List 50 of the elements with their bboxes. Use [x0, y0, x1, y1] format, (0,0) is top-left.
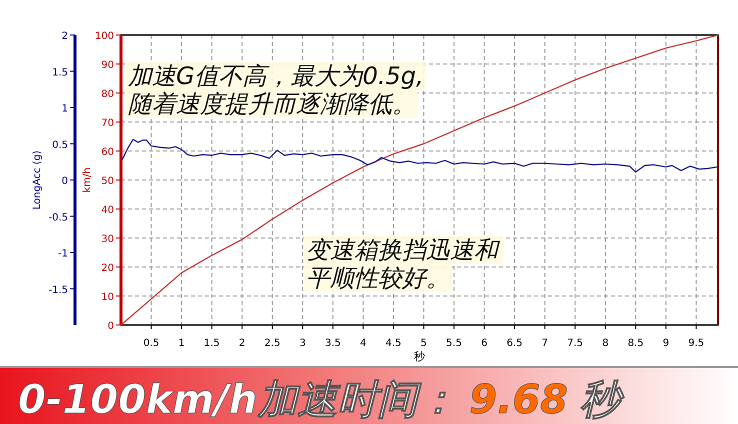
y2-axis-title: LongAcc (g) — [32, 150, 43, 210]
y2-tick-label: 1 — [62, 104, 68, 114]
y-tick-label: 0 — [108, 321, 114, 332]
y-tick-label: 60 — [101, 147, 114, 158]
x-tick-label: 9 — [662, 338, 670, 349]
x-tick-label: 6.5 — [506, 338, 523, 349]
annotation: 平顺性较好。 — [306, 264, 450, 292]
annotation: 随着速度提升而逐渐降低。 — [128, 90, 416, 118]
x-tick-label: 7.5 — [567, 338, 584, 349]
y-tick-label: 50 — [101, 176, 114, 187]
x-tick-label: 5.5 — [446, 338, 462, 349]
y-tick-label: 30 — [101, 234, 114, 245]
x-axis-title: 秒 — [414, 350, 425, 363]
y2-tick-label: -0.5 — [48, 212, 68, 224]
x-tick-label: 6 — [481, 338, 488, 349]
y-tick-label: 70 — [101, 118, 114, 129]
x-tick-label: 2 — [238, 338, 246, 349]
y2-tick-label: -1.5 — [48, 284, 68, 296]
x-tick-label: 3.5 — [324, 338, 341, 349]
x-tick-label: 4.5 — [386, 338, 402, 349]
y2-tick-label: 1.5 — [52, 67, 68, 78]
annotation: 加速G值不高，最大为0.5g, — [128, 62, 424, 90]
text: 9.68 — [469, 377, 568, 423]
y-tick-label: 100 — [94, 31, 114, 42]
y2-tick-label: 0 — [62, 176, 68, 187]
y-tick-label: 80 — [101, 89, 114, 100]
x-tick-label: 3 — [299, 338, 306, 349]
y-tick-label: 40 — [101, 205, 114, 216]
line-series — [121, 34, 718, 326]
x-tick-label: 0.5 — [143, 338, 160, 349]
y2-tick-label: 0.5 — [52, 140, 68, 151]
x-tick-label: 7 — [542, 338, 548, 349]
y2-tick-label: 2 — [62, 31, 68, 42]
y-tick-label: 10 — [101, 292, 114, 303]
line-series — [122, 138, 718, 173]
text: 秒 — [580, 377, 625, 423]
y2-tick-label: -1 — [58, 248, 68, 260]
text: 0-100km/h加速时间： — [18, 377, 458, 423]
annotation: 变速箱换挡迅速和 — [306, 236, 501, 264]
x-tick-label: 1 — [178, 338, 185, 349]
x-tick-label: 9.5 — [688, 338, 704, 349]
x-tick-label: 2.5 — [264, 338, 280, 349]
x-tick-label: 8 — [602, 338, 609, 349]
x-tick-label: 8.5 — [628, 338, 644, 349]
y-axis-title: km/h — [82, 167, 93, 193]
x-tick-label: 5 — [420, 338, 427, 349]
y-tick-label: 90 — [101, 60, 114, 71]
y-tick-label: 20 — [101, 263, 114, 274]
x-tick-label: 4 — [360, 338, 366, 349]
x-tick-label: 1.5 — [204, 338, 220, 349]
